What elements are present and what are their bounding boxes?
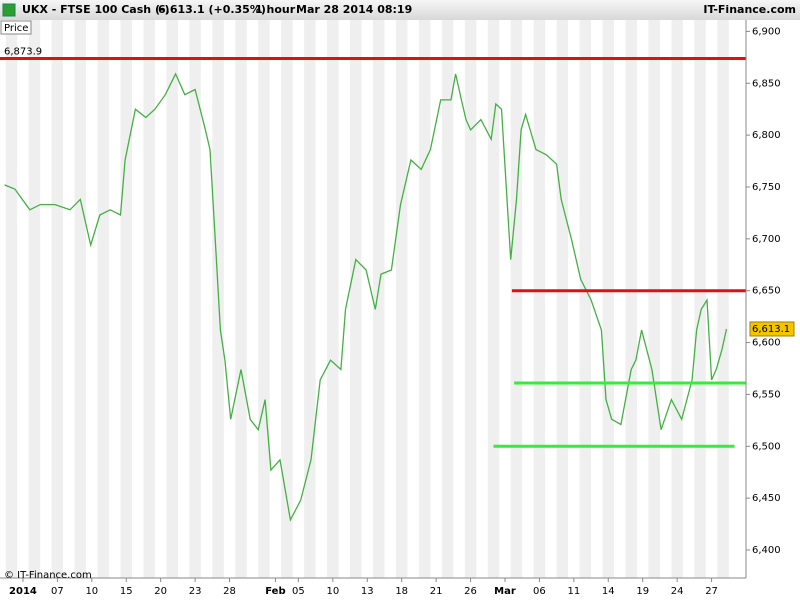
price-line	[4, 72, 728, 522]
x-tick-label: 07	[51, 586, 64, 597]
x-tick-label: 26	[464, 586, 477, 597]
x-tick-label: 24	[671, 586, 684, 597]
y-tick-label: 6,900	[752, 26, 781, 37]
header-icon	[2, 3, 16, 17]
x-tick-label: 14	[602, 586, 615, 597]
day-band	[74, 20, 87, 578]
day-band	[281, 20, 293, 578]
day-band	[556, 20, 569, 578]
x-tick-label: 23	[189, 586, 202, 597]
x-tick-label: 11	[567, 586, 580, 597]
y-tick-label: 6,700	[752, 234, 781, 245]
x-tick-label: 05	[292, 586, 305, 597]
y-tick-label: 6,850	[752, 78, 781, 89]
day-band	[5, 20, 18, 578]
quote: 6,613.1 (+0.35%)	[158, 3, 266, 16]
x-tick-label: 27	[705, 586, 718, 597]
plot-area	[0, 20, 746, 578]
symbol: UKX - FTSE 100 Cash (-)	[22, 3, 170, 16]
x-tick-label: 10	[326, 586, 339, 597]
day-band	[602, 20, 615, 578]
x-tick-label: 18	[395, 586, 408, 597]
day-band	[28, 20, 41, 578]
y-tick-label: 6,400	[752, 545, 781, 556]
day-band	[441, 20, 454, 578]
day-band	[120, 20, 132, 578]
last-price-tag	[749, 321, 795, 337]
day-band	[648, 20, 660, 578]
day-band	[625, 20, 637, 578]
legend-box	[0, 20, 32, 35]
x-tick-label: 10	[85, 586, 98, 597]
y-tick-label: 6,650	[752, 286, 781, 297]
day-band	[395, 20, 408, 578]
day-band	[373, 20, 385, 578]
day-band	[418, 20, 431, 578]
day-band	[533, 20, 546, 578]
day-band	[258, 20, 270, 578]
y-tick-label: 6,750	[752, 182, 781, 193]
x-tick-label: 19	[636, 586, 649, 597]
day-band	[487, 20, 500, 578]
day-band	[350, 20, 362, 578]
y-tick-label: 6,800	[752, 130, 781, 141]
brand: IT-Finance.com	[703, 3, 796, 16]
y-tick-label: 6,500	[752, 441, 781, 452]
header-bar	[0, 0, 800, 20]
level-label: 6,873.9	[4, 46, 42, 57]
x-tick-label: Mar	[494, 586, 516, 597]
day-band	[327, 20, 339, 578]
x-tick-label: 20	[154, 586, 167, 597]
y-tick-label: 6,550	[752, 389, 781, 400]
period: 1 hour	[255, 3, 296, 16]
x-tick-label: 15	[120, 586, 133, 597]
day-band	[97, 20, 110, 578]
x-tick-label: Feb	[265, 586, 285, 597]
x-tick-label: 2014	[9, 586, 37, 597]
legend-label: Price	[4, 23, 28, 34]
x-tick-label: 28	[223, 586, 236, 597]
x-tick-label: 13	[361, 586, 374, 597]
day-band	[189, 20, 201, 578]
timestamp: Mar 28 2014 08:19	[296, 3, 412, 16]
day-band	[143, 20, 155, 578]
y-tick-label: 6,450	[752, 493, 781, 504]
last-price-label: 6,613.1	[752, 324, 790, 335]
x-tick-label: 06	[533, 586, 546, 597]
day-band	[694, 20, 706, 578]
y-tick-label: 6,600	[752, 338, 781, 349]
day-band	[510, 20, 523, 578]
footer: © IT-Finance.com	[4, 570, 92, 581]
day-band	[464, 20, 477, 578]
day-band	[166, 20, 178, 578]
day-band	[717, 20, 729, 578]
day-band	[304, 20, 316, 578]
day-band	[51, 20, 64, 578]
day-band	[671, 20, 683, 578]
day-band	[235, 20, 247, 578]
x-tick-label: 21	[430, 586, 443, 597]
day-band	[579, 20, 592, 578]
